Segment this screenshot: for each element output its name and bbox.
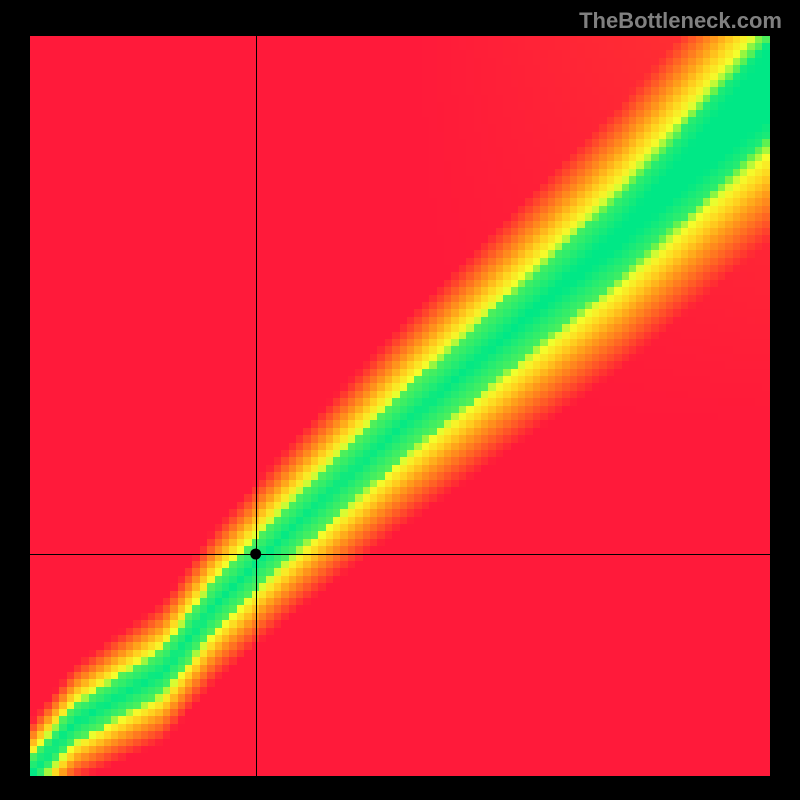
bottleneck-heatmap: [30, 36, 770, 776]
chart-container: TheBottleneck.com: [0, 0, 800, 800]
watermark-text: TheBottleneck.com: [579, 8, 782, 34]
